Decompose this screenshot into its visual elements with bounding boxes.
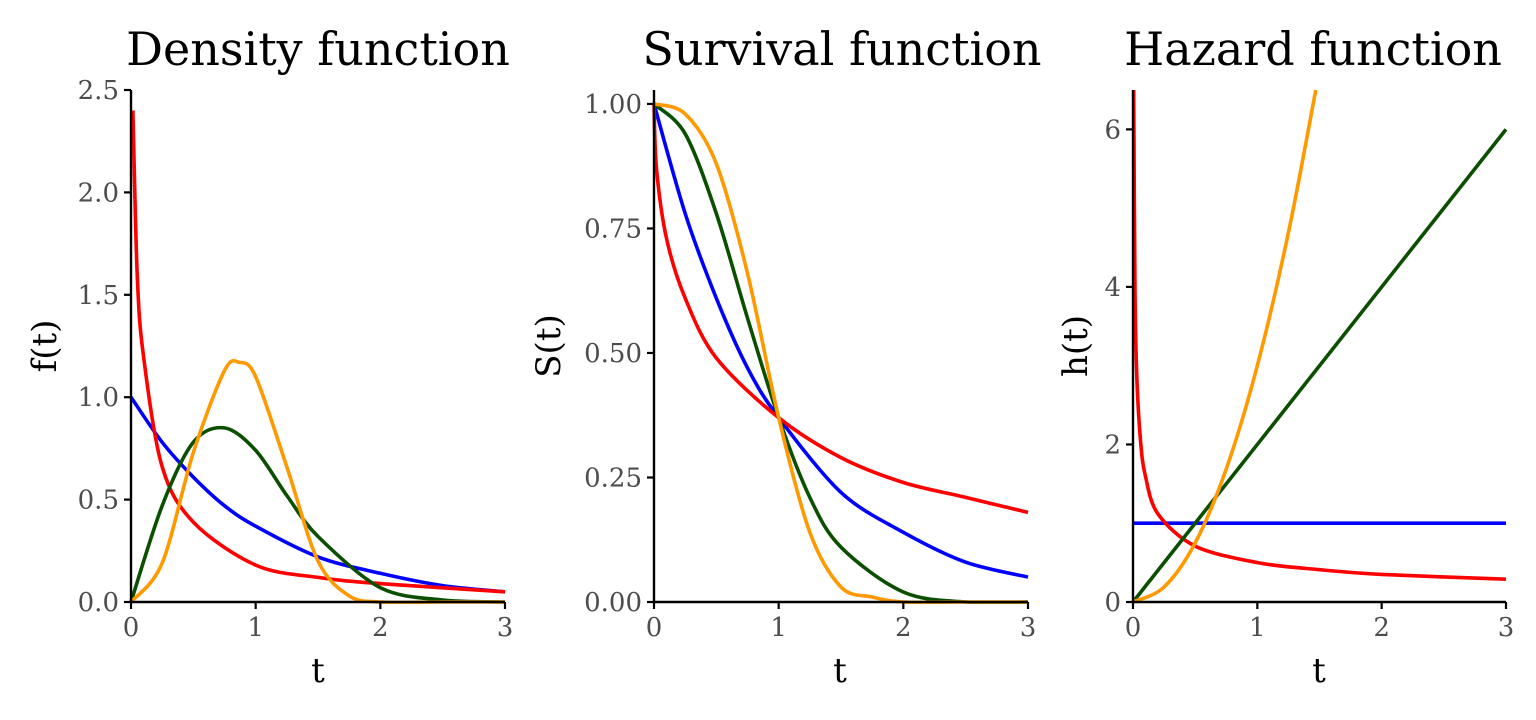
x-tick-label: 2 (372, 613, 389, 643)
x-axis-title: t (833, 651, 847, 691)
x-tick-label: 3 (1498, 613, 1515, 643)
y-tick-label: 1.0 (78, 383, 119, 413)
y-tick-label: 0.00 (584, 588, 642, 618)
series-line-weibull-decreasing (1131, 89, 1507, 581)
series-line-exponential (129, 396, 506, 594)
x-tick-label: 0 (1125, 613, 1142, 643)
density-panel: Density function f(t) t 0 1 2 3 0.0 0.5 1.0 1.5… (25, 22, 513, 691)
y-tick-label: 1.00 (584, 90, 642, 120)
y-tick-label: 4 (1104, 273, 1121, 303)
hazard-panel: Hazard function h(t) t 0 1 2 3 0 2 4 6 (1056, 22, 1514, 691)
x-tick-label: 1 (1249, 613, 1266, 643)
series-line-weibull-linear (652, 102, 1029, 604)
y-tick-label: 0.5 (78, 486, 119, 516)
series-line-weibull-increasing (129, 358, 505, 604)
x-tick-label: 0 (646, 613, 663, 643)
y-tick-label: 0.50 (584, 339, 642, 369)
series-line-weibull-decreasing (131, 110, 506, 594)
y-tick-label: 2 (1104, 430, 1121, 460)
series-line-weibull-increasing (1132, 89, 1318, 604)
y-axis-title: h(t) (1056, 315, 1096, 377)
panel-title: Hazard function (1124, 22, 1502, 76)
x-axis-title: t (1312, 651, 1326, 691)
y-tick-label: 2.5 (78, 76, 119, 106)
x-tick-label: 3 (1020, 613, 1037, 643)
series-line-weibull-decreasing (652, 103, 1029, 515)
x-axis-title: t (311, 651, 325, 691)
x-tick-label: 3 (497, 613, 514, 643)
x-tick-label: 2 (1373, 613, 1390, 643)
x-tick-label: 2 (895, 613, 912, 643)
series-line-weibull-linear (1131, 128, 1508, 604)
series-line-exponential (652, 103, 1029, 579)
y-tick-label: 0.25 (584, 463, 642, 493)
x-tick-label: 1 (770, 613, 787, 643)
panel-title: Survival function (642, 22, 1041, 76)
y-tick-label: 0.0 (78, 588, 119, 618)
series-line-weibull-linear (129, 425, 506, 604)
y-tick-label: 0.75 (584, 214, 642, 244)
series-line-weibull-increasing (653, 102, 1028, 604)
panel-title: Density function (126, 22, 510, 76)
survival-panel: Survival function S(t) t 0 1 2 3 0.00 0.25 0.5… (529, 22, 1042, 691)
y-tick-label: 0 (1104, 588, 1121, 618)
x-tick-label: 1 (247, 613, 264, 643)
y-axis-title: S(t) (529, 314, 569, 377)
x-tick-label: 0 (123, 613, 140, 643)
y-tick-label: 2.0 (78, 178, 119, 208)
y-axis-title: f(t) (25, 320, 65, 373)
y-tick-label: 6 (1104, 115, 1121, 145)
y-tick-label: 1.5 (78, 281, 119, 311)
